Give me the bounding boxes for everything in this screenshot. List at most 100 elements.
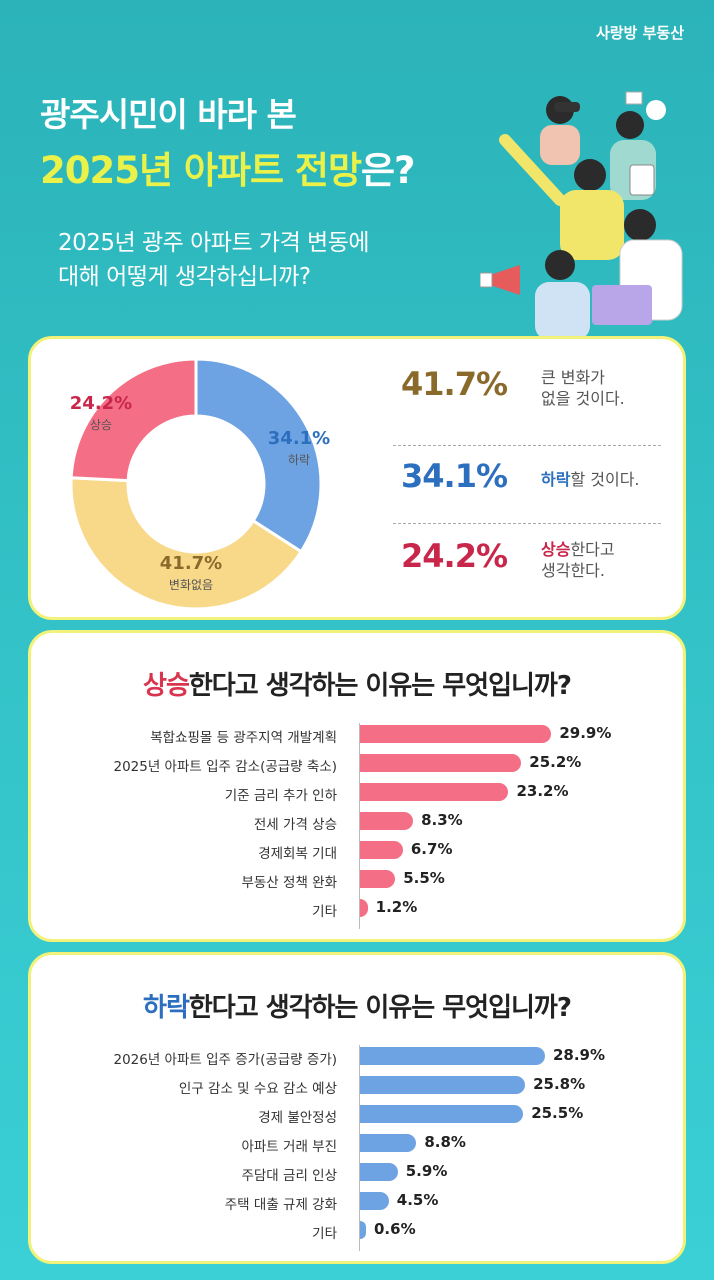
bar-value-label: 25.5%: [531, 1104, 584, 1122]
bar-value-label: 28.9%: [552, 1046, 605, 1064]
title-line1: 광주시민이 바라 본: [40, 95, 297, 134]
bar-category-label: 인구 감소 및 수요 감소 예상: [178, 1081, 337, 1097]
bar-category-label: 2025년 아파트 입주 감소(공급량 축소): [113, 759, 337, 775]
bar-category-label: 기타: [312, 1226, 337, 1242]
bar-row: 주담대 금리 인상 5.9%: [31, 1159, 683, 1188]
divider: [393, 523, 661, 524]
brand-suffix: 부동산: [642, 24, 684, 42]
bar: [360, 812, 414, 830]
bar-value-label: 5.9%: [405, 1162, 448, 1180]
donut-chart: 34.1% 하락 41.7% 변화없음 24.2% 상승: [69, 357, 330, 611]
stat-down-pct: 34.1%: [401, 457, 508, 495]
donut-category-label: 변화없음: [169, 578, 213, 592]
stat-down: 34.1% 하락할 것이다.: [401, 449, 661, 525]
title-tail: 은?: [360, 149, 416, 192]
up-title-rest: 한다고 생각하는 이유는 무엇입니까?: [188, 671, 572, 701]
bar-value-label: 8.8%: [424, 1133, 466, 1151]
bar-row: 경제회복 기대 6.7%: [31, 837, 683, 866]
bar-row: 인구 감소 및 수요 감소 예상 25.8%: [31, 1072, 683, 1101]
bar-category-label: 전세 가격 상승: [253, 817, 337, 833]
down-reasons-chart: 2026년 아파트 입주 증가(공급량 증가) 28.9% 인구 감소 및 수요 감…: [31, 1043, 683, 1253]
donut-value-label: 24.2%: [70, 393, 132, 414]
bar: [360, 1192, 389, 1210]
chart-axis: [359, 1045, 360, 1251]
bar-category-label: 부동산 정책 완화: [241, 875, 337, 891]
stat-down-desc: 하락할 것이다.: [541, 469, 640, 490]
bar: [360, 870, 396, 888]
bar-row: 전세 가격 상승 8.3%: [31, 808, 683, 837]
bar-value-label: 0.6%: [374, 1220, 416, 1238]
bar: [360, 1076, 526, 1094]
bar: [360, 1047, 545, 1065]
bar: [360, 754, 522, 772]
up-keyword: 상승: [143, 671, 190, 701]
donut-value-label: 41.7%: [160, 553, 222, 574]
bar-category-label: 경제 불안정성: [258, 1110, 337, 1126]
bar: [360, 899, 368, 917]
bar-value-label: 25.8%: [533, 1075, 586, 1093]
bar-category-label: 아파트 거래 부진: [241, 1139, 337, 1155]
bar-value-label: 5.5%: [403, 869, 445, 887]
bar-row: 기준 금리 추가 인하 23.2%: [31, 779, 683, 808]
people-illustration: [480, 91, 683, 340]
bar-value-label: 1.2%: [375, 898, 418, 916]
up-reasons-chart: 복합쇼핑몰 등 광주지역 개발계획 29.9% 2025년 아파트 입주 감소(공급…: [31, 721, 683, 931]
bar: [360, 783, 509, 801]
bar-row: 2025년 아파트 입주 감소(공급량 축소) 25.2%: [31, 750, 683, 779]
title-highlight: 2025년 아파트 전망: [40, 149, 362, 192]
stat-up-line2: 생각한다.: [541, 561, 605, 580]
bar-value-label: 4.5%: [396, 1191, 439, 1209]
stat-up-line1: 한다고: [570, 540, 615, 559]
up-reasons-title: 상승한다고 생각하는 이유는 무엇입니까?: [31, 665, 683, 702]
stat-up-pct: 24.2%: [401, 537, 508, 575]
title-line2: 2025년 아파트 전망은?: [40, 140, 415, 194]
bar-category-label: 경제회복 기대: [258, 846, 337, 862]
bar-category-label: 2026년 아파트 입주 증가(공급량 증가): [113, 1052, 337, 1068]
bar: [360, 1163, 398, 1181]
bar-category-label: 주택 대출 규제 강화: [224, 1197, 337, 1213]
bar-value-label: 23.2%: [516, 782, 569, 800]
stat-stay-line1: 큰 변화가: [541, 368, 605, 387]
stat-up-desc: 상승한다고 생각한다.: [541, 539, 615, 581]
bar-row: 기타 1.2%: [31, 895, 683, 924]
bar-value-label: 6.7%: [410, 840, 453, 858]
bar: [360, 1105, 524, 1123]
stat-down-keyword: 하락: [541, 470, 571, 489]
down-title-rest: 한다고 생각하는 이유는 무엇입니까?: [188, 993, 572, 1023]
bar-row: 주택 대출 규제 강화 4.5%: [31, 1188, 683, 1217]
donut-slice-0: [194, 357, 323, 554]
bar-category-label: 주담대 금리 인상: [241, 1168, 337, 1184]
stat-stay-pct: 41.7%: [401, 365, 508, 403]
bar-value-label: 25.2%: [529, 753, 582, 771]
down-reasons-card: 하락한다고 생각하는 이유는 무엇입니까? 2026년 아파트 입주 증가(공급…: [28, 952, 686, 1264]
up-reasons-card: 상승한다고 생각하는 이유는 무엇입니까? 복합쇼핑몰 등 광주지역 개발계획 2…: [28, 630, 686, 942]
bar-row: 2026년 아파트 입주 증가(공급량 증가) 28.9%: [31, 1043, 683, 1072]
question-line2: 대해 어떻게 생각하십니까?: [58, 264, 311, 290]
bar-category-label: 기준 금리 추가 인하: [224, 788, 337, 804]
stat-up: 24.2% 상승한다고 생각한다.: [401, 529, 661, 605]
stat-stay-line2: 없을 것이다.: [541, 389, 625, 408]
bar-category-label: 기타: [312, 904, 337, 920]
bar-row: 아파트 거래 부진 8.8%: [31, 1130, 683, 1159]
donut-category-label: 하락: [288, 453, 310, 467]
donut-slice-1: [69, 476, 304, 611]
stat-stay: 41.7% 큰 변화가 없을 것이다.: [401, 357, 661, 433]
bar-value-label: 29.9%: [559, 724, 612, 742]
bar-row: 복합쇼핑몰 등 광주지역 개발계획 29.9%: [31, 721, 683, 750]
bar-row: 경제 불안정성 25.5%: [31, 1101, 683, 1130]
bar-category-label: 복합쇼핑몰 등 광주지역 개발계획: [150, 730, 337, 746]
divider: [393, 445, 661, 446]
stat-down-line1: 할 것이다.: [570, 470, 640, 489]
stat-stay-desc: 큰 변화가 없을 것이다.: [541, 367, 625, 409]
bar: [360, 841, 403, 859]
down-keyword: 하락: [143, 993, 190, 1023]
summary-card: 34.1% 하락 41.7% 변화없음 24.2% 상승 41.7% 큰 변화가 없을 것…: [28, 336, 686, 620]
donut-slice-2: [69, 357, 198, 483]
brand-prefix: 사랑방: [595, 24, 638, 42]
brand-logo: 사랑방 부동산: [596, 22, 684, 43]
bar-row: 부동산 정책 완화 5.5%: [31, 866, 683, 895]
bar-value-label: 8.3%: [421, 811, 463, 829]
donut-value-label: 34.1%: [268, 428, 330, 449]
bar: [360, 725, 552, 743]
chart-axis: [359, 723, 360, 929]
